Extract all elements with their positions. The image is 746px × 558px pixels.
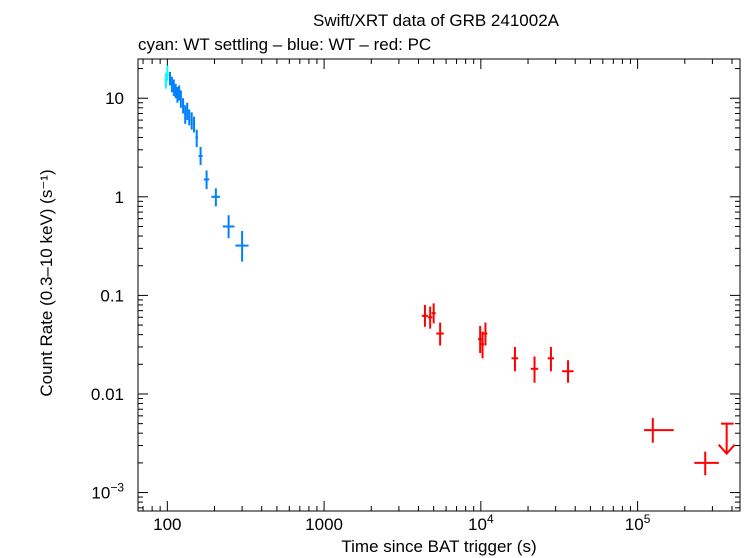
data-point xyxy=(195,129,199,148)
data-point xyxy=(530,356,539,383)
series-wt xyxy=(168,71,249,262)
data-point xyxy=(186,102,189,121)
data-point xyxy=(511,346,519,372)
data-point xyxy=(203,170,210,190)
data-point xyxy=(166,65,169,81)
y-axis-label: Count Rate (0.3–10 keV) (s⁻¹) xyxy=(37,169,56,396)
data-point xyxy=(174,83,177,99)
upper-limit-arrow-head xyxy=(717,443,736,456)
data-point xyxy=(184,105,187,124)
data-point xyxy=(480,331,485,359)
data-point xyxy=(235,230,249,262)
data-point xyxy=(431,303,436,324)
data-point xyxy=(436,322,444,346)
plot-area xyxy=(137,58,741,512)
data-point xyxy=(188,109,191,126)
data-point xyxy=(694,451,719,476)
data-point xyxy=(170,76,173,93)
data-point xyxy=(222,215,235,239)
data-point xyxy=(427,306,433,329)
data-point xyxy=(644,418,674,443)
data-point xyxy=(179,90,182,108)
x-axis-label: Time since BAT trigger (s) xyxy=(341,537,536,556)
series-pc xyxy=(421,303,736,476)
x-tick-label: 100 xyxy=(153,515,181,534)
chart-subtitle: cyan: WT settling – blue: WT – red: PC xyxy=(138,35,431,54)
y-tick-label: 10 xyxy=(105,89,124,108)
data-point xyxy=(190,112,193,130)
x-tick-label: 105 xyxy=(625,512,651,534)
x-tick-label: 104 xyxy=(468,512,494,534)
y-tick-label: 0.01 xyxy=(91,385,124,404)
upper-limit-point xyxy=(717,422,736,456)
y-tick-label: 0.1 xyxy=(100,286,124,305)
data-point xyxy=(211,188,221,207)
chart-title: Swift/XRT data of GRB 241002A xyxy=(313,11,560,30)
y-axis-ticks: 10 1 0.1 0.01 10−3 xyxy=(91,68,740,509)
data-point xyxy=(178,85,181,101)
data-point xyxy=(562,360,574,383)
y-tick-label: 10−3 xyxy=(91,481,124,503)
data-point xyxy=(198,147,203,166)
data-point xyxy=(192,116,196,133)
y-tick-label: 1 xyxy=(115,188,124,207)
plot-frame xyxy=(137,58,741,512)
series-wt-settling xyxy=(164,65,169,89)
data-point xyxy=(483,322,488,346)
data-point xyxy=(181,98,185,114)
data-point xyxy=(168,71,171,86)
data-point xyxy=(176,86,179,103)
data-point xyxy=(547,346,555,372)
data-series-layer xyxy=(164,65,736,476)
data-point xyxy=(421,304,428,327)
data-point xyxy=(478,325,483,354)
data-point xyxy=(172,79,175,97)
x-tick-label: 1000 xyxy=(305,515,343,534)
x-axis-ticks: 100 1000 104 105 xyxy=(142,59,733,534)
